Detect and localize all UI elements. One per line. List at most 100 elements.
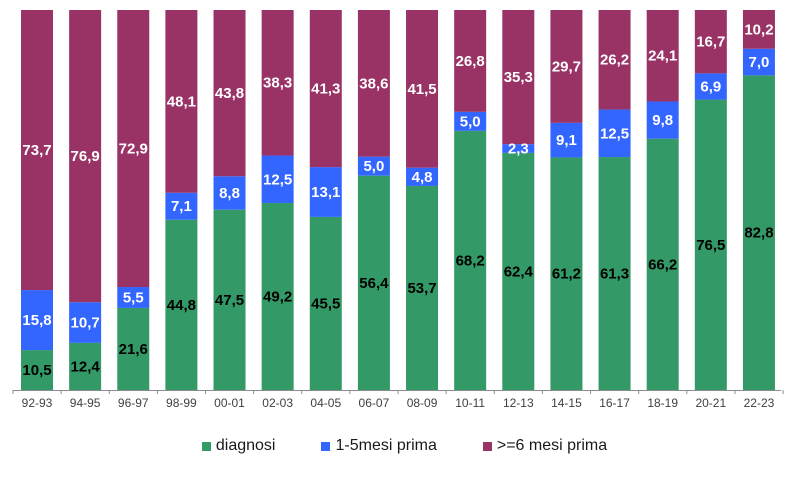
- bar-segment-diagnosi-10-11: [454, 130, 487, 390]
- bar-segment-6-mesi-12-13: [502, 10, 535, 145]
- data-label: 38,3: [263, 75, 292, 92]
- bar-segment-diagnosi-16-17: [598, 157, 631, 390]
- data-label: 24,1: [648, 48, 677, 65]
- x-tick-label: 98-99: [166, 396, 197, 410]
- bar-segment-1-5-mesi-08-09: [406, 167, 439, 186]
- bar-segment-diagnosi-14-15: [550, 157, 583, 390]
- legend-item-1-5-mesi: 1-5mesi prima: [321, 437, 437, 455]
- data-label: 29,7: [552, 58, 581, 75]
- data-label: 4,8: [412, 169, 433, 186]
- bar-segment-6-mesi-04-05: [309, 10, 342, 168]
- bar-segment-diagnosi-18-19: [646, 138, 679, 390]
- data-label: 48,1: [167, 93, 196, 110]
- bar-segment-6-mesi-02-03: [261, 10, 294, 156]
- data-label: 62,4: [504, 263, 534, 280]
- bar-segment-6-mesi-18-19: [646, 10, 679, 102]
- x-tick-label: 92-93: [22, 396, 53, 410]
- data-label: 7,1: [171, 198, 192, 215]
- legend: diagnosi 1-5mesi prima >=6 mesi prima: [0, 437, 809, 455]
- data-label: 56,4: [359, 275, 389, 292]
- bar-segment-diagnosi-04-05: [309, 216, 342, 390]
- bar-segment-1-5-mesi-92-93: [21, 290, 53, 351]
- bar-segment-diagnosi-92-93: [21, 350, 53, 390]
- legend-label-6-mesi: >=6 mesi prima: [496, 437, 608, 454]
- data-label: 8,8: [219, 185, 240, 202]
- bar-segment-6-mesi-94-95: [69, 10, 102, 303]
- data-label: 21,6: [119, 341, 148, 358]
- bar-segment-1-5-mesi-94-95: [69, 302, 102, 343]
- x-tick-label: 08-09: [407, 396, 438, 410]
- data-label: 43,8: [215, 85, 244, 102]
- bar-segment-1-5-mesi-10-11: [454, 111, 487, 131]
- bar-segment-6-mesi-98-99: [165, 10, 198, 193]
- data-label: 66,2: [648, 256, 677, 273]
- data-label: 61,3: [600, 265, 629, 282]
- legend-swatch-1-5-mesi: [321, 441, 331, 451]
- bar-segment-6-mesi-20-21: [694, 10, 727, 74]
- bar-segment-diagnosi-06-07: [357, 175, 390, 390]
- legend-item-diagnosi: diagnosi: [201, 437, 276, 455]
- data-label: 41,3: [311, 81, 340, 98]
- data-label: 2,3: [508, 140, 529, 157]
- legend-swatch-diagnosi: [201, 441, 211, 451]
- bar-segment-1-5-mesi-06-07: [357, 156, 390, 176]
- bar-segment-1-5-mesi-22-23: [742, 48, 775, 76]
- legend-item-6-mesi: >=6 mesi prima: [482, 437, 608, 455]
- data-label: 76,5: [696, 237, 725, 254]
- data-label: 26,8: [456, 53, 485, 70]
- bar-segment-6-mesi-00-01: [213, 10, 246, 177]
- bar-segment-1-5-mesi-18-19: [646, 101, 679, 139]
- data-label: 47,5: [215, 292, 244, 309]
- data-label: 10,7: [71, 315, 100, 332]
- data-labels-group: 10,5 15,8 73,7 12,4 10,7 76,9 21,6 5,5 72,9 44,8 7…: [22, 21, 773, 379]
- data-label: 10,2: [744, 21, 773, 38]
- bar-segment-6-mesi-08-09: [406, 10, 439, 168]
- data-label: 73,7: [22, 142, 51, 159]
- x-tick-label: 18-19: [647, 396, 678, 410]
- bar-segment-6-mesi-16-17: [598, 10, 631, 110]
- data-label: 12,4: [71, 358, 101, 375]
- bar-segment-1-5-mesi-02-03: [261, 155, 294, 204]
- data-label: 76,9: [71, 148, 100, 165]
- x-tick-label: 06-07: [359, 396, 390, 410]
- bar-segment-diagnosi-94-95: [69, 342, 102, 390]
- bar-segment-1-5-mesi-00-01: [213, 176, 246, 210]
- data-label: 53,7: [407, 280, 436, 297]
- data-label: 12,5: [263, 171, 292, 188]
- data-label: 12,5: [600, 125, 629, 142]
- x-axis: 92-93 94-95 96-97 98-99 00-01 02-03 04-05 06-07…: [12, 390, 784, 410]
- data-label: 45,5: [311, 295, 340, 312]
- data-label: 9,8: [652, 112, 673, 129]
- data-label: 72,9: [119, 140, 148, 157]
- bar-segment-6-mesi-92-93: [21, 10, 53, 291]
- x-tick-label: 94-95: [70, 396, 101, 410]
- data-label: 7,0: [749, 54, 770, 71]
- x-tick-label: 16-17: [599, 396, 630, 410]
- data-label: 13,1: [311, 184, 340, 201]
- bar-segment-6-mesi-10-11: [454, 10, 487, 112]
- bar-segment-6-mesi-14-15: [550, 10, 583, 123]
- bar-segment-diagnosi-20-21: [694, 99, 727, 390]
- data-label: 26,2: [600, 52, 629, 69]
- x-tick-label: 04-05: [310, 396, 341, 410]
- bar-segment-1-5-mesi-20-21: [694, 73, 727, 100]
- bar-segment-6-mesi-96-97: [117, 10, 150, 288]
- bar-segment-6-mesi-22-23: [742, 10, 775, 49]
- bar-segment-6-mesi-06-07: [357, 10, 390, 157]
- bar-segment-1-5-mesi-14-15: [550, 122, 583, 158]
- data-label: 41,5: [407, 81, 436, 98]
- bar-segment-1-5-mesi-98-99: [165, 192, 198, 220]
- data-label: 9,1: [556, 132, 577, 149]
- data-label: 44,8: [167, 297, 196, 314]
- x-tick-label: 22-23: [744, 396, 775, 410]
- legend-label-diagnosi: diagnosi: [215, 437, 276, 454]
- bar-segment-diagnosi-96-97: [117, 307, 150, 390]
- data-label: 35,3: [504, 69, 533, 86]
- data-label: 61,2: [552, 266, 581, 283]
- bar-segment-diagnosi-22-23: [742, 75, 775, 391]
- bar-segment-diagnosi-12-13: [502, 152, 535, 390]
- bars-group: [21, 10, 775, 391]
- bar-segment-1-5-mesi-16-17: [598, 109, 631, 158]
- x-tick-label: 10-11: [455, 396, 485, 410]
- data-label: 6,9: [700, 78, 721, 95]
